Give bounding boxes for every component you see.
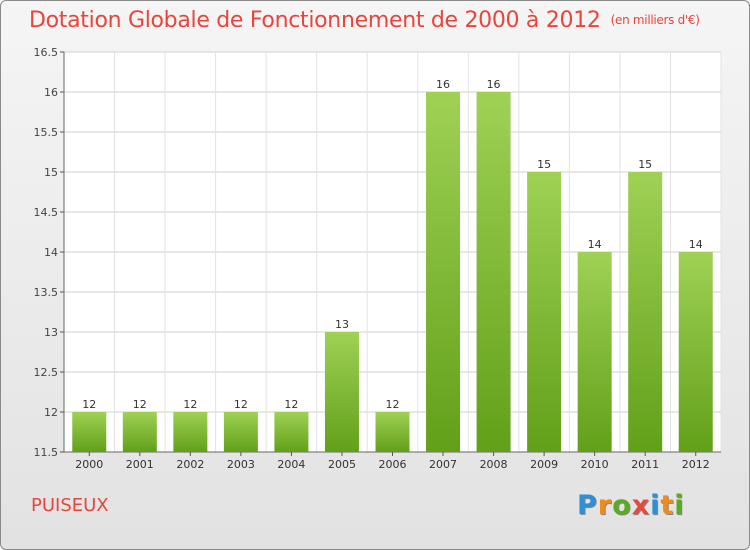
y-tick-label: 11.5 — [34, 446, 59, 459]
y-tick-label: 15 — [44, 166, 58, 179]
bar-2008 — [476, 92, 511, 452]
data-label-2001: 12 — [133, 398, 147, 411]
y-tick-label: 15.5 — [34, 126, 59, 139]
data-label-2000: 12 — [82, 398, 96, 411]
logo-letter: r — [597, 490, 613, 521]
y-tick-label: 13.5 — [34, 286, 59, 299]
x-tick-label: 2007 — [429, 458, 457, 471]
x-tick-label: 2005 — [328, 458, 356, 471]
chart-subtitle: (en milliers d'€) — [610, 13, 700, 27]
chart-title: Dotation Globale de Fonctionnement de 20… — [29, 8, 700, 33]
bar-2001 — [122, 412, 157, 452]
y-tick-label: 12 — [44, 406, 58, 419]
x-tick-label: 2000 — [75, 458, 103, 471]
logo-letter: i — [674, 490, 685, 521]
labels: 12 2000 12 2001 12 2002 12 2003 12 2004 13 2005 12 20… — [75, 78, 709, 471]
data-label-2005: 13 — [335, 318, 349, 331]
x-tick-label: 2009 — [530, 458, 558, 471]
bar-2000 — [72, 412, 107, 452]
bar-2004 — [274, 412, 309, 452]
bar-2003 — [223, 412, 258, 452]
logo-letter: o — [612, 490, 632, 521]
bar-2006 — [375, 412, 410, 452]
data-label-2009: 15 — [537, 158, 551, 171]
commune-name: PUISEUX — [31, 495, 109, 516]
y-tick-label: 16 — [44, 86, 58, 99]
data-label-2003: 12 — [234, 398, 248, 411]
data-label-2006: 12 — [386, 398, 400, 411]
chart-title-text: Dotation Globale de Fonctionnement de 20… — [29, 8, 601, 33]
x-tick-label: 2012 — [682, 458, 710, 471]
x-tick-label: 2010 — [581, 458, 609, 471]
y-tick-label: 14.5 — [34, 206, 59, 219]
x-tick-label: 2008 — [480, 458, 508, 471]
bar-2009 — [527, 172, 562, 452]
data-label-2008: 16 — [487, 78, 501, 91]
logo-letter: t — [660, 490, 675, 521]
bar-2012 — [678, 252, 713, 452]
y-tick-label: 13 — [44, 326, 58, 339]
bar-2002 — [173, 412, 208, 452]
x-tick-label: 2001 — [126, 458, 154, 471]
y-tick-label: 12.5 — [34, 366, 59, 379]
data-label-2010: 14 — [588, 238, 602, 251]
bar-2010 — [577, 252, 612, 452]
x-tick-label: 2006 — [379, 458, 407, 471]
x-tick-label: 2002 — [176, 458, 204, 471]
y-tick-label: 14 — [44, 246, 58, 259]
bars — [72, 92, 713, 452]
logo-letter: x — [631, 490, 651, 521]
data-label-2007: 16 — [436, 78, 450, 91]
proxiti-logo: Proxiti — [577, 490, 685, 521]
data-label-2002: 12 — [183, 398, 197, 411]
bar-2011 — [628, 172, 663, 452]
data-label-2004: 12 — [284, 398, 298, 411]
x-tick-label: 2004 — [277, 458, 305, 471]
x-tick-label: 2011 — [631, 458, 659, 471]
logo-letter: i — [650, 490, 661, 521]
grid-lines — [63, 51, 722, 453]
data-label-2011: 15 — [638, 158, 652, 171]
bar-2007 — [426, 92, 461, 452]
y-tick-label: 16.5 — [34, 46, 59, 59]
bar-2005 — [324, 332, 359, 452]
data-label-2012: 14 — [689, 238, 703, 251]
logo-letter: P — [577, 490, 598, 521]
x-tick-label: 2003 — [227, 458, 255, 471]
